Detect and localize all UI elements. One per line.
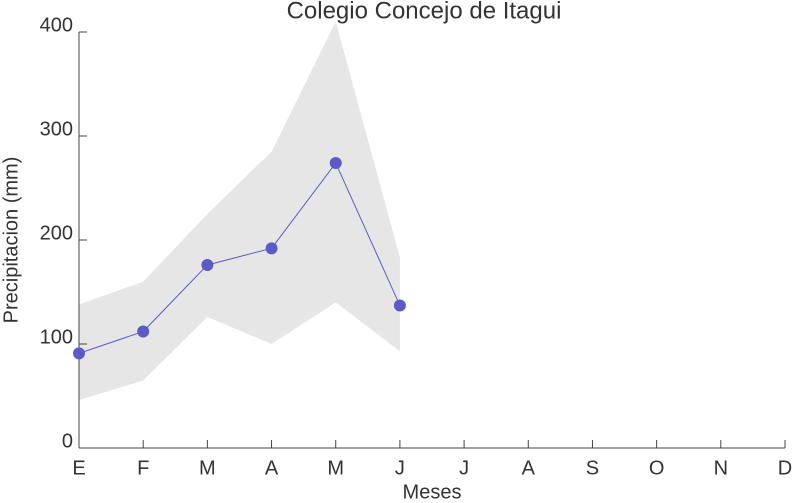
data-point [265,242,278,255]
data-point [137,325,150,338]
y-tick-label: 400 [40,14,73,36]
y-tick-label: 300 [40,118,73,140]
data-line [78,162,401,354]
x-tick-label: M [327,457,344,479]
x-tick-label: F [137,457,149,479]
x-axis-label: Meses [403,481,462,503]
y-axis-label: Precipitacion (mm) [0,157,22,324]
data-point [201,258,214,271]
x-tick-label: N [714,457,728,479]
x-tick-label: M [199,457,216,479]
range-band [79,21,400,401]
x-tick-label: E [72,457,85,479]
y-tick-label: 100 [40,326,73,348]
x-tick-label: A [265,457,279,479]
chart-title: Colegio Concejo de Itagui [287,0,562,24]
data-point [393,299,406,312]
x-tick-label: J [395,457,405,479]
y-tick-label: 200 [40,222,73,244]
x-tick-label: S [586,457,599,479]
x-tick-label: O [649,457,665,479]
x-tick-label: A [522,457,536,479]
y-tick-label: 0 [62,430,73,452]
data-point [73,347,85,360]
x-tick-label: D [778,457,792,479]
data-point [329,157,342,170]
x-tick-label: J [459,457,469,479]
